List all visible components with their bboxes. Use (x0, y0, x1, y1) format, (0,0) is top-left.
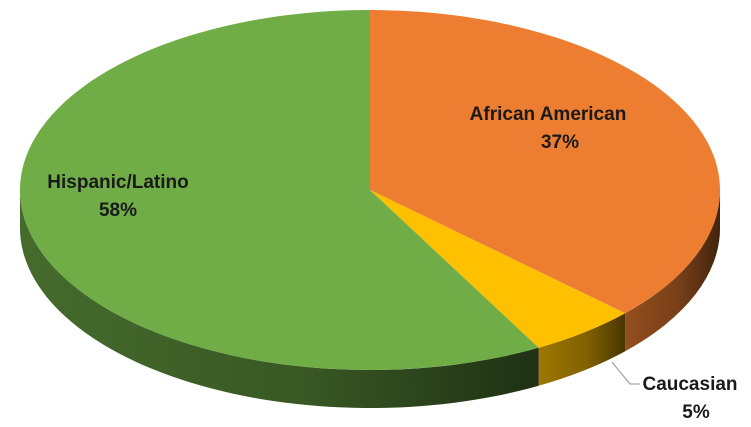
slice-side-shading-hispanic-latino (20, 190, 539, 409)
pie-slices (20, 10, 721, 370)
slice-side-shading-caucasian (538, 313, 626, 386)
label-caucasian: Caucasian (642, 374, 737, 395)
slice-hispanic-latino (20, 10, 539, 370)
slice-african-american (370, 10, 721, 314)
value-caucasian: 5% (682, 402, 710, 423)
pie-labels: African American 37% Caucasian 5% Hispan… (47, 104, 737, 423)
caucasian-leader-line (611, 361, 640, 385)
label-hispanic-latino: Hispanic/Latino (47, 172, 188, 193)
label-african-american: African American (470, 104, 627, 125)
slice-caucasian (370, 190, 626, 348)
pie-sides (20, 190, 720, 409)
slice-side-shading-african-american (625, 190, 720, 352)
value-hispanic-latino: 58% (99, 200, 137, 221)
value-african-american: 37% (541, 132, 579, 153)
